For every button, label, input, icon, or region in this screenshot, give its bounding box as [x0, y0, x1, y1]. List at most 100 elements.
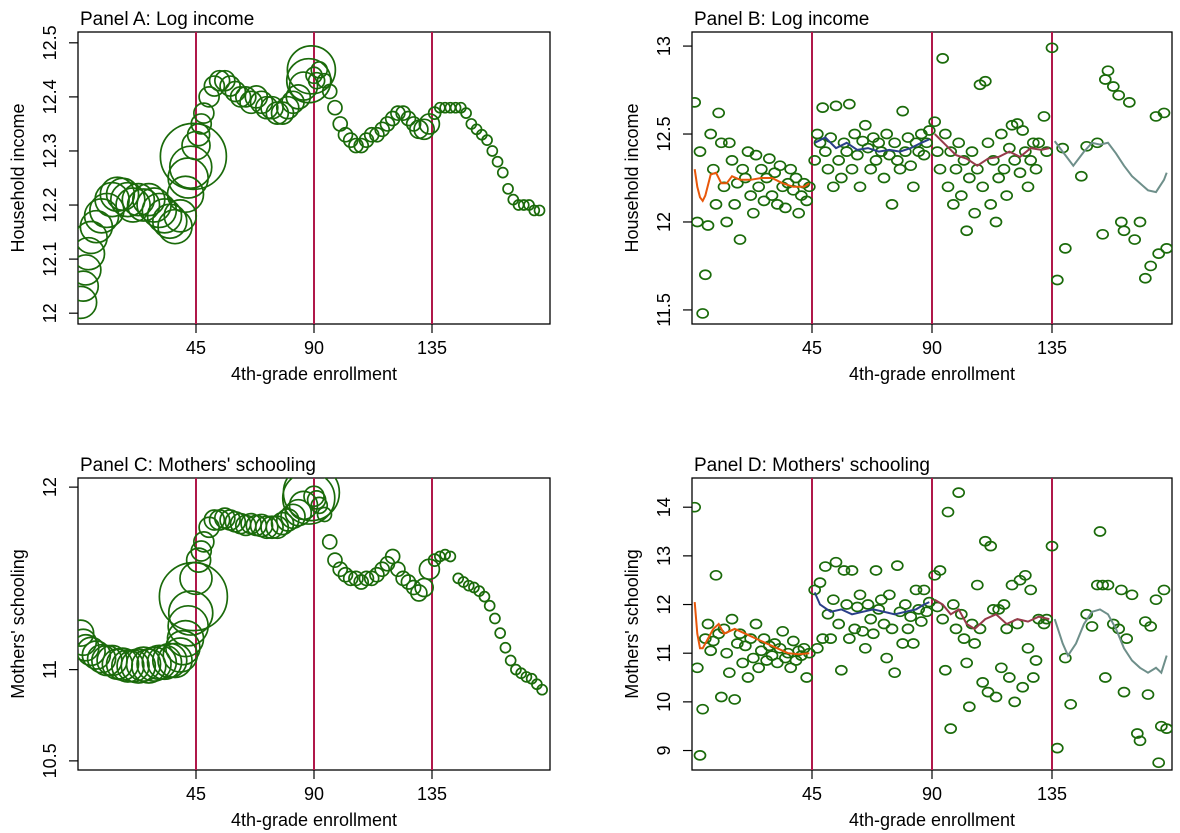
data-point [1040, 146, 1054, 157]
data-point [965, 146, 979, 157]
y-tick-label: 12 [654, 212, 674, 232]
y-tick-label: 11 [40, 660, 60, 679]
data-point [1000, 190, 1014, 201]
data-point [1144, 260, 1158, 272]
y-tick-label: 13 [654, 546, 674, 566]
y-tick-label: 12.2 [40, 188, 60, 223]
data-point [1064, 698, 1078, 710]
data-point [460, 107, 472, 119]
data-point [358, 570, 375, 587]
data-point [1040, 613, 1054, 625]
y-axis-label: Mothers' schooling [8, 549, 28, 699]
data-point [379, 116, 396, 132]
data-point [930, 146, 944, 157]
data-point [1096, 228, 1110, 240]
data-point [78, 285, 98, 320]
data-point [842, 98, 856, 110]
data-point [159, 122, 228, 191]
y-axis-label: Mothers' schooling [622, 549, 642, 699]
y-tick-label: 12.5 [40, 25, 60, 60]
data-point [773, 160, 787, 172]
data-point [893, 163, 907, 175]
data-point [800, 195, 814, 207]
data-point [1018, 146, 1032, 157]
data-point [858, 642, 872, 654]
data-point [224, 80, 247, 103]
data-point [970, 579, 984, 591]
data-point [824, 633, 838, 644]
x-axis-label: 4th-grade enrollment [849, 364, 1015, 384]
data-point [888, 667, 902, 679]
data-point [494, 627, 507, 639]
data-point [496, 166, 509, 179]
data-point [400, 110, 417, 127]
data-point [190, 113, 213, 135]
data-point [109, 181, 146, 218]
data-point [413, 118, 435, 141]
data-point [848, 128, 862, 140]
data-point [115, 187, 151, 223]
data-point [714, 691, 728, 703]
data-point [491, 155, 504, 168]
data-point [136, 646, 172, 683]
data-point [714, 137, 728, 149]
data-point [789, 172, 803, 184]
x-tick-label: 45 [802, 338, 822, 358]
data-point [162, 637, 199, 673]
data-point [1138, 272, 1152, 284]
data-point [845, 163, 859, 175]
data-point [981, 137, 995, 149]
data-point [784, 163, 798, 175]
data-point [692, 501, 702, 513]
data-point [1024, 584, 1038, 596]
data-layer [78, 478, 548, 696]
data-point [1021, 642, 1035, 654]
data-point [968, 207, 982, 219]
data-point [1098, 672, 1112, 683]
data-point [179, 561, 213, 596]
data-point [696, 703, 710, 715]
data-point [949, 163, 963, 175]
data-point [986, 604, 1000, 615]
y-tick-label: 11.5 [654, 293, 674, 327]
data-point [962, 701, 976, 713]
data-point [730, 638, 744, 649]
x-tick-label: 135 [417, 338, 447, 358]
data-point [146, 644, 183, 681]
data-point [845, 565, 859, 576]
data-point [778, 202, 792, 214]
y-tick-label: 12 [40, 477, 60, 497]
data-point [327, 552, 343, 568]
data-point [717, 181, 731, 193]
data-point [738, 172, 752, 184]
data-point [1008, 155, 1022, 166]
data-point [692, 97, 702, 108]
data-point [733, 234, 747, 245]
data-point [885, 199, 899, 210]
data-point [332, 116, 349, 132]
data-point [762, 153, 776, 165]
data-point [725, 155, 739, 166]
data-point [369, 126, 385, 143]
data-point [901, 623, 915, 635]
data-point [954, 190, 968, 201]
data-point [746, 207, 760, 219]
data-point [692, 662, 704, 674]
data-point [316, 506, 333, 523]
data-point [933, 163, 947, 175]
data-point [1000, 623, 1014, 635]
data-point [321, 83, 338, 100]
fit-line [813, 591, 930, 616]
data-point [121, 182, 156, 217]
data-point [1117, 225, 1131, 237]
data-point [754, 163, 768, 175]
data-point [1074, 170, 1088, 182]
data-point [826, 181, 840, 193]
data-point [449, 101, 462, 114]
data-point [842, 633, 856, 644]
data-point [288, 71, 319, 101]
y-tick-label: 12 [654, 595, 674, 615]
data-point [810, 642, 824, 654]
data-point [260, 515, 284, 540]
chart-title: Panel A: Log income [80, 9, 254, 30]
